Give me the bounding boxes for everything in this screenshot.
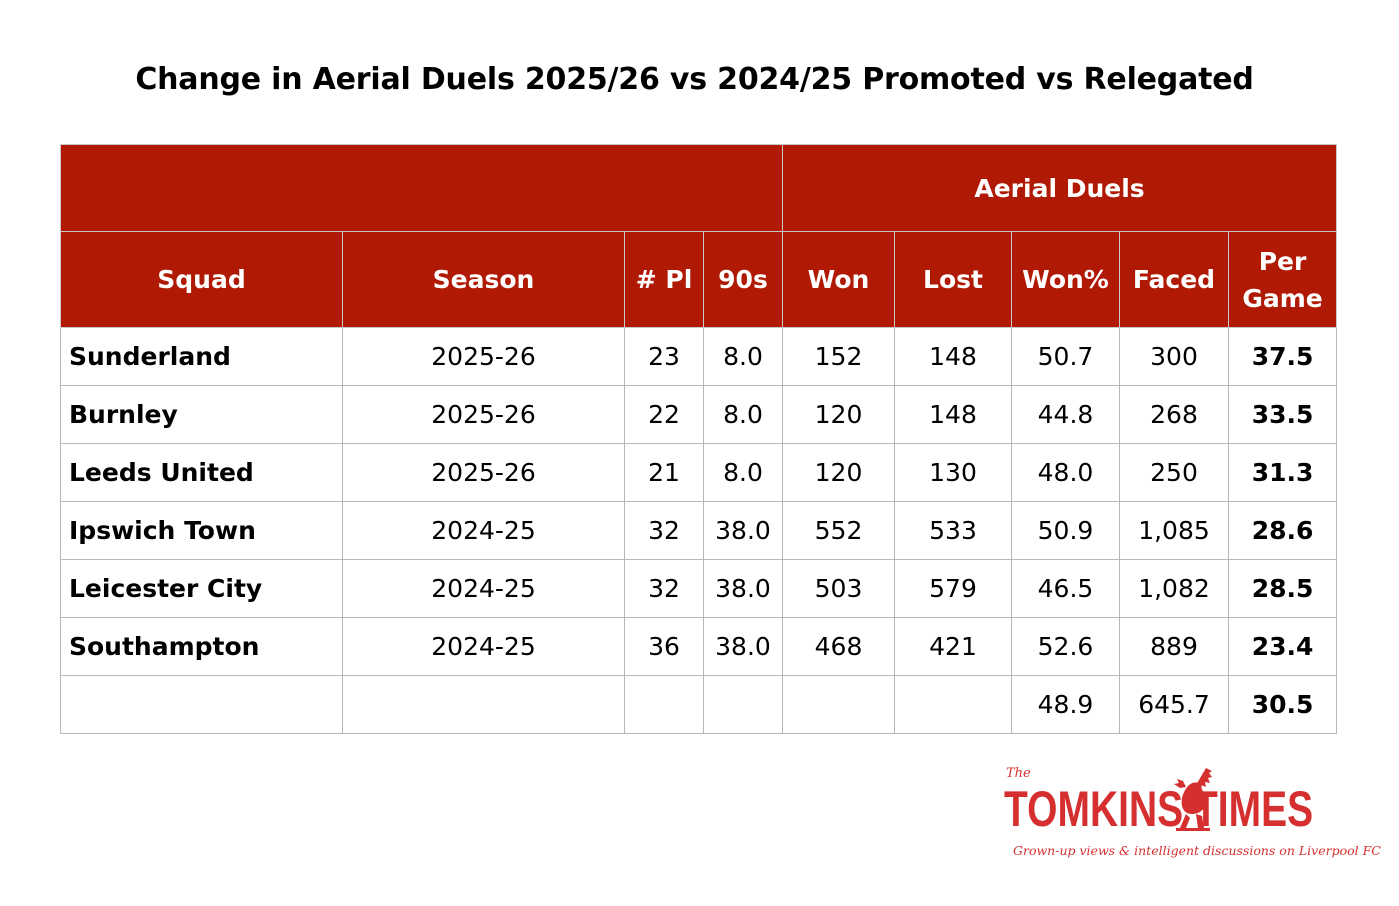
cell-pl: 36 bbox=[624, 617, 704, 676]
cell-90s: 8.0 bbox=[703, 443, 783, 502]
logo-tagline: Grown-up views & intelligent discussions… bbox=[1013, 843, 1381, 858]
cell-won: 48.0 bbox=[1011, 443, 1120, 502]
column-header-faced: Faced bbox=[1119, 231, 1229, 328]
cell-90s: 8.0 bbox=[703, 385, 783, 444]
logo-wordmark: TOMKINS TIMES bbox=[1004, 781, 1314, 837]
column-header-pl: # Pl bbox=[624, 231, 704, 328]
summary-cell bbox=[894, 675, 1012, 734]
cell-won: 52.6 bbox=[1011, 617, 1120, 676]
cell-90s: 38.0 bbox=[703, 559, 783, 618]
cell-lost: 421 bbox=[894, 617, 1012, 676]
summary-cell: 645.7 bbox=[1119, 675, 1229, 734]
cell-per-game: 37.5 bbox=[1227, 327, 1338, 386]
summary-row: 48.9 645.7 30.5 bbox=[60, 675, 1338, 734]
table-row: Leeds United 2025-26 21 8.0 120 130 48.0 250 31.… bbox=[60, 443, 1338, 502]
cell-won: 552 bbox=[782, 501, 895, 560]
column-header-squad: Squad bbox=[60, 231, 343, 328]
cell-squad: Burnley bbox=[60, 385, 343, 444]
liver-bird-icon bbox=[1174, 768, 1212, 831]
cell-squad: Sunderland bbox=[60, 327, 343, 386]
cell-won: 120 bbox=[782, 443, 895, 502]
table-row: Southampton 2024-25 36 38.0 468 421 52.6 889 23.… bbox=[60, 617, 1338, 676]
cell-lost: 579 bbox=[894, 559, 1012, 618]
cell-won: 120 bbox=[782, 385, 895, 444]
cell-pl: 32 bbox=[624, 559, 704, 618]
cell-pl: 32 bbox=[624, 501, 704, 560]
cell-per-game: 28.5 bbox=[1227, 559, 1338, 618]
cell-season: 2025-26 bbox=[342, 327, 625, 386]
column-header-per-game: Per Game bbox=[1227, 231, 1338, 328]
cell-season: 2024-25 bbox=[342, 501, 625, 560]
cell-squad: Southampton bbox=[60, 617, 343, 676]
cell-faced: 300 bbox=[1119, 327, 1229, 386]
cell-pl: 22 bbox=[624, 385, 704, 444]
column-header-lost: Lost bbox=[894, 231, 1012, 328]
cell-faced: 1,082 bbox=[1119, 559, 1229, 618]
cell-won: 468 bbox=[782, 617, 895, 676]
cell-lost: 533 bbox=[894, 501, 1012, 560]
summary-cell bbox=[624, 675, 704, 734]
chart-title: Change in Aerial Duels 2025/26 vs 2024/2… bbox=[135, 62, 1254, 97]
cell-pl: 21 bbox=[624, 443, 704, 502]
summary-cell: 48.9 bbox=[1011, 675, 1120, 734]
summary-cell bbox=[703, 675, 783, 734]
cell-squad: Leicester City bbox=[60, 559, 343, 618]
tomkins-times-logo: The TOMKINS TIMES Grown-up views & intel… bbox=[1004, 766, 1381, 866]
table-row: Sunderland 2025-26 23 8.0 152 148 50.7 300 37.5 bbox=[60, 327, 1338, 386]
cell-90s: 38.0 bbox=[703, 501, 783, 560]
group-header-aerial-duels: Aerial Duels bbox=[781, 144, 1338, 232]
column-header-won: Won% bbox=[1011, 231, 1120, 328]
cell-lost: 148 bbox=[894, 327, 1012, 386]
cell-90s: 38.0 bbox=[703, 617, 783, 676]
cell-90s: 8.0 bbox=[703, 327, 783, 386]
cell-faced: 250 bbox=[1119, 443, 1229, 502]
cell-per-game: 33.5 bbox=[1227, 385, 1338, 444]
table-row: Ipswich Town 2024-25 32 38.0 552 533 50.9 1,085… bbox=[60, 501, 1338, 560]
cell-won: 503 bbox=[782, 559, 895, 618]
cell-season: 2024-25 bbox=[342, 617, 625, 676]
cell-won: 50.7 bbox=[1011, 327, 1120, 386]
cell-won: 50.9 bbox=[1011, 501, 1120, 560]
cell-squad: Leeds United bbox=[60, 443, 343, 502]
group-header-blank bbox=[60, 144, 783, 232]
cell-lost: 148 bbox=[894, 385, 1012, 444]
table-row: Burnley 2025-26 22 8.0 120 148 44.8 268 33.5 bbox=[60, 385, 1338, 444]
cell-per-game: 23.4 bbox=[1227, 617, 1338, 676]
cell-faced: 889 bbox=[1119, 617, 1229, 676]
aerial-duels-table: Aerial Duels Squad Season # Pl 90s Won Lost Wo… bbox=[60, 144, 1338, 734]
cell-season: 2024-25 bbox=[342, 559, 625, 618]
cell-faced: 1,085 bbox=[1119, 501, 1229, 560]
cell-season: 2025-26 bbox=[342, 385, 625, 444]
column-header-90s: 90s bbox=[703, 231, 783, 328]
summary-cell bbox=[782, 675, 895, 734]
summary-cell: 30.5 bbox=[1227, 675, 1338, 734]
cell-lost: 130 bbox=[894, 443, 1012, 502]
cell-season: 2025-26 bbox=[342, 443, 625, 502]
logo-the: The bbox=[1006, 766, 1031, 781]
cell-per-game: 31.3 bbox=[1227, 443, 1338, 502]
cell-squad: Ipswich Town bbox=[60, 501, 343, 560]
summary-cell bbox=[342, 675, 625, 734]
cell-faced: 268 bbox=[1119, 385, 1229, 444]
table-row: Leicester City 2024-25 32 38.0 503 579 46.5 1,0… bbox=[60, 559, 1338, 618]
column-header-season: Season bbox=[342, 231, 625, 328]
summary-cell bbox=[60, 675, 343, 734]
cell-won: 152 bbox=[782, 327, 895, 386]
cell-won: 46.5 bbox=[1011, 559, 1120, 618]
cell-won: 44.8 bbox=[1011, 385, 1120, 444]
column-header-won: Won bbox=[782, 231, 895, 328]
cell-pl: 23 bbox=[624, 327, 704, 386]
cell-per-game: 28.6 bbox=[1227, 501, 1338, 560]
